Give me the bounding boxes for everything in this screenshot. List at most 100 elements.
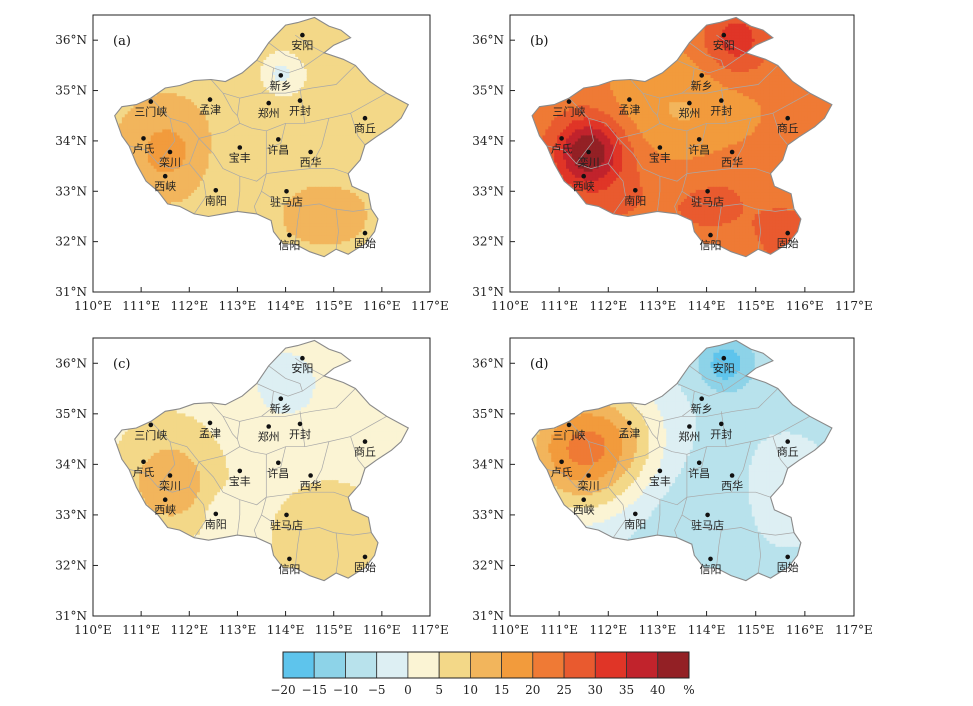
field-cell — [121, 95, 126, 100]
field-cell — [240, 207, 244, 212]
field-cell — [228, 20, 233, 24]
field-cell — [260, 201, 265, 205]
field-cell — [173, 149, 178, 154]
field-cell — [176, 92, 181, 97]
field-cell — [246, 192, 250, 196]
field-cell — [234, 237, 239, 242]
field-cell — [136, 137, 140, 142]
field-cell — [257, 65, 262, 69]
field-cell — [248, 131, 253, 136]
field-cell — [150, 32, 155, 36]
field-cell — [246, 219, 250, 224]
field-cell — [173, 53, 178, 57]
field-cell — [222, 65, 227, 69]
field-cell — [246, 186, 250, 190]
field-cell — [116, 171, 120, 175]
field-cell — [263, 153, 267, 157]
field-cell — [260, 29, 265, 33]
field-cell — [243, 137, 247, 142]
field-cell — [185, 125, 189, 130]
field-cell — [107, 102, 110, 106]
field-cell — [231, 119, 236, 124]
field-cell — [162, 168, 166, 172]
field-cell — [156, 62, 161, 66]
field-cell — [206, 11, 209, 15]
field-cell — [165, 131, 169, 136]
field-cell — [121, 195, 126, 199]
field-cell — [182, 83, 187, 88]
field-cell — [214, 168, 218, 172]
field-cell — [142, 189, 146, 193]
field-cell — [191, 255, 195, 257]
field-cell — [260, 165, 265, 169]
field-cell — [222, 23, 227, 27]
field-cell — [168, 119, 172, 124]
field-cell — [188, 32, 192, 36]
field-cell — [127, 216, 132, 221]
field-cell — [272, 53, 276, 57]
field-cell — [266, 83, 270, 88]
field-cell — [214, 246, 218, 251]
field-cell — [130, 140, 135, 145]
field-cell — [139, 137, 143, 142]
field-cell — [202, 50, 207, 54]
field-cell — [254, 134, 259, 139]
field-cell — [225, 89, 230, 94]
field-cell — [139, 149, 143, 154]
field-cell — [257, 104, 262, 109]
field-cell — [153, 219, 158, 224]
field-cell — [133, 47, 137, 51]
field-cell — [246, 146, 250, 151]
field-cell — [194, 98, 198, 103]
field-cell — [182, 62, 187, 66]
field-cell — [144, 131, 149, 136]
field-cell — [223, 11, 226, 15]
field-cell — [251, 80, 256, 85]
field-cell — [133, 77, 137, 82]
field-cell — [211, 237, 215, 242]
field-cell — [185, 165, 189, 169]
field-cell — [225, 237, 230, 242]
field-cell — [260, 101, 265, 106]
field-cell — [225, 50, 230, 54]
field-cell — [254, 201, 259, 205]
field-cell — [220, 140, 224, 145]
field-cell — [191, 198, 195, 202]
field-cell — [188, 26, 192, 30]
field-cell — [252, 11, 255, 15]
field-cell — [251, 198, 256, 202]
field-cell — [248, 246, 253, 251]
field-cell — [278, 259, 281, 263]
field-cell — [121, 56, 126, 60]
field-cell — [274, 207, 279, 212]
field-cell — [150, 213, 155, 218]
field-cell — [260, 89, 265, 94]
field-cell — [121, 113, 126, 118]
field-cell — [121, 29, 126, 33]
field-cell — [254, 35, 259, 39]
field-cell — [251, 183, 256, 187]
field-cell — [222, 77, 227, 82]
field-cell — [107, 65, 110, 69]
field-cell — [243, 231, 247, 236]
field-cell — [266, 143, 270, 148]
field-cell — [119, 137, 123, 142]
field-cell — [266, 71, 270, 76]
field-cell — [194, 246, 198, 251]
field-cell — [124, 95, 129, 100]
field-cell — [130, 65, 135, 69]
field-cell — [151, 8, 154, 12]
field-cell — [156, 252, 161, 257]
field-cell — [206, 8, 209, 12]
field-cell — [211, 47, 215, 51]
field-cell — [136, 219, 140, 224]
field-cell — [248, 23, 253, 27]
field-cell — [196, 113, 201, 118]
field-cell — [136, 68, 140, 73]
field-cell — [121, 62, 126, 66]
field-cell — [188, 240, 192, 245]
field-cell — [243, 219, 247, 224]
field-cell — [272, 26, 276, 30]
field-cell — [194, 204, 198, 208]
field-cell — [170, 35, 175, 39]
